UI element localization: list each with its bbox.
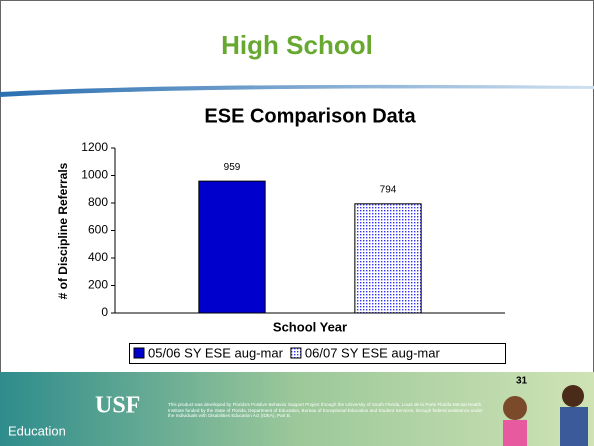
slide-title: High School (221, 30, 373, 60)
chart-title: ESE Comparison Data (204, 105, 416, 127)
figure-boy (562, 385, 584, 407)
data-label: 794 (380, 184, 397, 195)
y-tick-label: 0 (101, 305, 108, 319)
bar (354, 203, 422, 314)
y-tick-label: 600 (88, 223, 108, 237)
footer-band (0, 372, 594, 446)
legend-label: 05/06 SY ESE aug-mar (148, 345, 284, 360)
figure-girl (503, 396, 527, 420)
data-label: 959 (224, 162, 241, 173)
footer-text: This product was developed by Florida's … (168, 402, 483, 419)
legend (129, 343, 506, 364)
figure-girl-body (503, 420, 527, 446)
y-axis-label: # of Discipline Referrals (56, 162, 70, 299)
y-tick-label: 1000 (81, 168, 108, 182)
x-axis-label: School Year (273, 319, 347, 334)
page-number: 31 (516, 376, 528, 387)
legend-swatch (290, 347, 302, 359)
logo-usf: USF (95, 393, 140, 419)
y-tick-label: 800 (88, 195, 108, 209)
y-tick-label: 1200 (81, 140, 108, 154)
legend-swatch (133, 347, 145, 359)
logo-education: Education (8, 423, 66, 438)
footer-note: This product was developed by Florida's … (168, 402, 483, 419)
y-tick-label: 200 (88, 278, 108, 292)
bar (198, 180, 266, 314)
y-tick-label: 400 (88, 250, 108, 264)
title-swoosh (0, 84, 594, 97)
legend-label: 06/07 SY ESE aug-mar (305, 345, 441, 360)
figure-boy-body (560, 407, 588, 446)
